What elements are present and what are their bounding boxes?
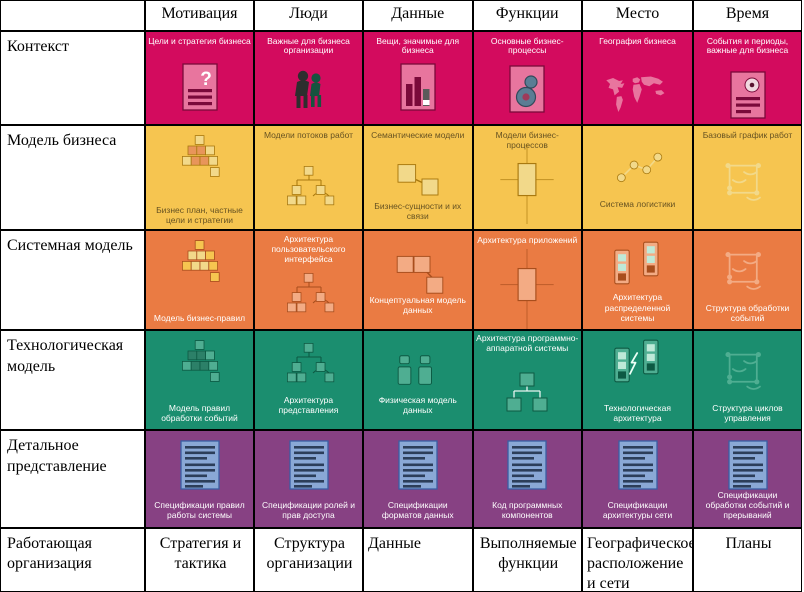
svg-text:?: ? [200,69,212,90]
